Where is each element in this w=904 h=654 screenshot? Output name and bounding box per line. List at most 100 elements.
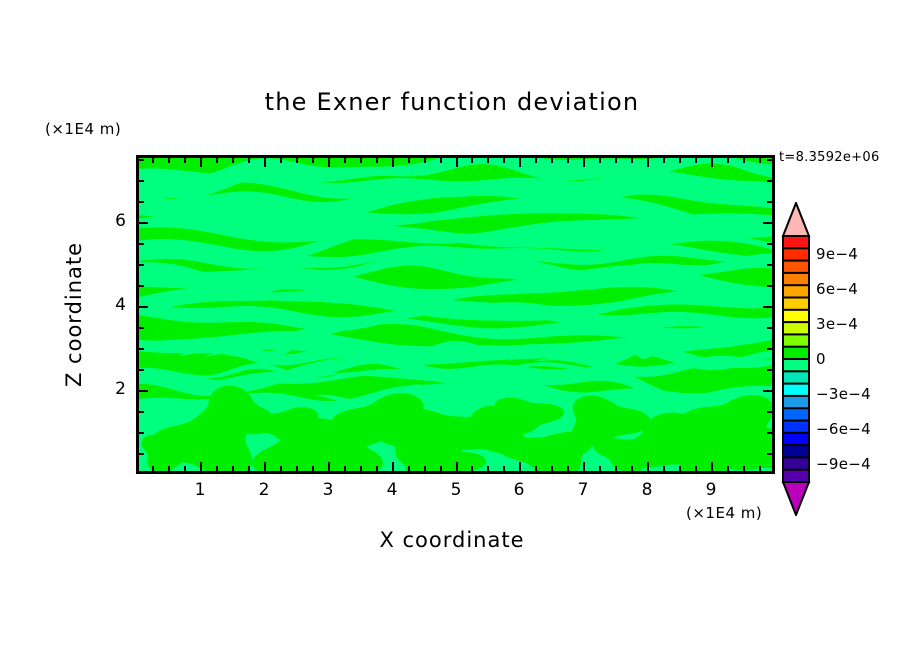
x-tick — [727, 158, 729, 163]
x-tick — [695, 158, 697, 163]
x-tick — [471, 158, 473, 163]
x-tick — [248, 158, 250, 163]
y-tick-label: 6 — [115, 211, 126, 231]
x-tick — [216, 466, 218, 471]
y-tick — [763, 222, 772, 224]
x-tick — [232, 466, 234, 471]
x-tick-label: 7 — [577, 480, 589, 500]
y-tick — [763, 390, 772, 392]
x-tick — [759, 158, 761, 163]
x-tick — [296, 466, 298, 471]
x-tick — [519, 462, 521, 471]
x-tick — [440, 466, 442, 471]
y-tick — [767, 243, 772, 245]
x-tick — [456, 462, 458, 471]
x-tick — [360, 158, 362, 163]
time-annotation: t=8.3592e+06 — [779, 150, 880, 165]
x-tick — [328, 158, 330, 167]
y-tick — [767, 411, 772, 413]
x-tick — [679, 158, 681, 163]
x-tick — [376, 158, 378, 163]
y-tick — [139, 432, 144, 434]
x-tick-label: 1 — [194, 480, 206, 500]
y-tick — [767, 453, 772, 455]
y-tick — [767, 180, 772, 182]
x-tick — [392, 462, 394, 471]
x-tick — [535, 466, 537, 471]
x-tick — [663, 466, 665, 471]
x-tick — [184, 466, 186, 471]
x-tick — [216, 158, 218, 163]
x-tick — [487, 466, 489, 471]
x-tick — [695, 466, 697, 471]
x-tick — [647, 158, 649, 167]
y-tick — [767, 348, 772, 350]
x-tick — [647, 462, 649, 471]
x-tick — [551, 158, 553, 163]
x-tick — [392, 158, 394, 167]
y-tick — [139, 180, 144, 182]
y-tick-label: 2 — [115, 379, 126, 399]
contour-plot-area — [136, 155, 775, 474]
y-tick — [139, 390, 148, 392]
x-tick-label: 3 — [322, 480, 334, 500]
x-tick — [711, 462, 713, 471]
x-tick — [312, 158, 314, 163]
x-tick — [567, 466, 569, 471]
y-tick — [767, 201, 772, 203]
x-tick — [424, 158, 426, 163]
x-tick — [456, 158, 458, 167]
x-tick — [567, 158, 569, 163]
y-tick — [767, 432, 772, 434]
page-title: the Exner function deviation — [264, 88, 640, 116]
x-tick — [743, 466, 745, 471]
y-tick — [139, 243, 144, 245]
y-tick — [139, 201, 144, 203]
x-axis-title: X coordinate — [379, 528, 525, 552]
x-tick — [264, 462, 266, 471]
y-tick — [139, 453, 144, 455]
x-tick-label: 8 — [641, 480, 653, 500]
x-tick-label: 4 — [386, 480, 398, 500]
x-tick — [152, 158, 154, 163]
colorbar-tick-label: −3e−4 — [816, 385, 871, 403]
y-tick — [763, 306, 772, 308]
x-tick — [344, 466, 346, 471]
x-tick — [168, 158, 170, 163]
x-tick — [471, 466, 473, 471]
y-tick — [139, 159, 144, 161]
x-tick-label: 5 — [450, 480, 462, 500]
x-tick — [184, 158, 186, 163]
x-tick — [312, 466, 314, 471]
x-tick — [248, 466, 250, 471]
colorbar-tick-label: 6e−4 — [816, 280, 859, 298]
x-tick — [583, 462, 585, 471]
x-tick — [631, 158, 633, 163]
x-tick-label: 9 — [705, 480, 717, 500]
y-tick — [139, 327, 144, 329]
x-tick — [615, 158, 617, 163]
x-tick — [535, 158, 537, 163]
x-tick — [280, 466, 282, 471]
y-tick — [767, 369, 772, 371]
x-tick — [376, 466, 378, 471]
x-tick — [727, 466, 729, 471]
y-tick — [767, 285, 772, 287]
x-tick — [296, 158, 298, 163]
x-tick — [615, 466, 617, 471]
y-tick — [767, 159, 772, 161]
x-tick — [200, 158, 202, 167]
y-tick — [139, 369, 144, 371]
x-tick — [280, 158, 282, 163]
x-tick-label: 2 — [258, 480, 270, 500]
x-tick — [599, 158, 601, 163]
y-tick — [767, 264, 772, 266]
y-tick-label: 4 — [115, 295, 126, 315]
y-tick — [139, 285, 144, 287]
x-tick — [743, 158, 745, 163]
x-tick — [663, 158, 665, 163]
x-tick — [408, 158, 410, 163]
y-axis-title: Z coordinate — [62, 241, 86, 387]
x-tick — [711, 158, 713, 167]
y-tick — [767, 327, 772, 329]
